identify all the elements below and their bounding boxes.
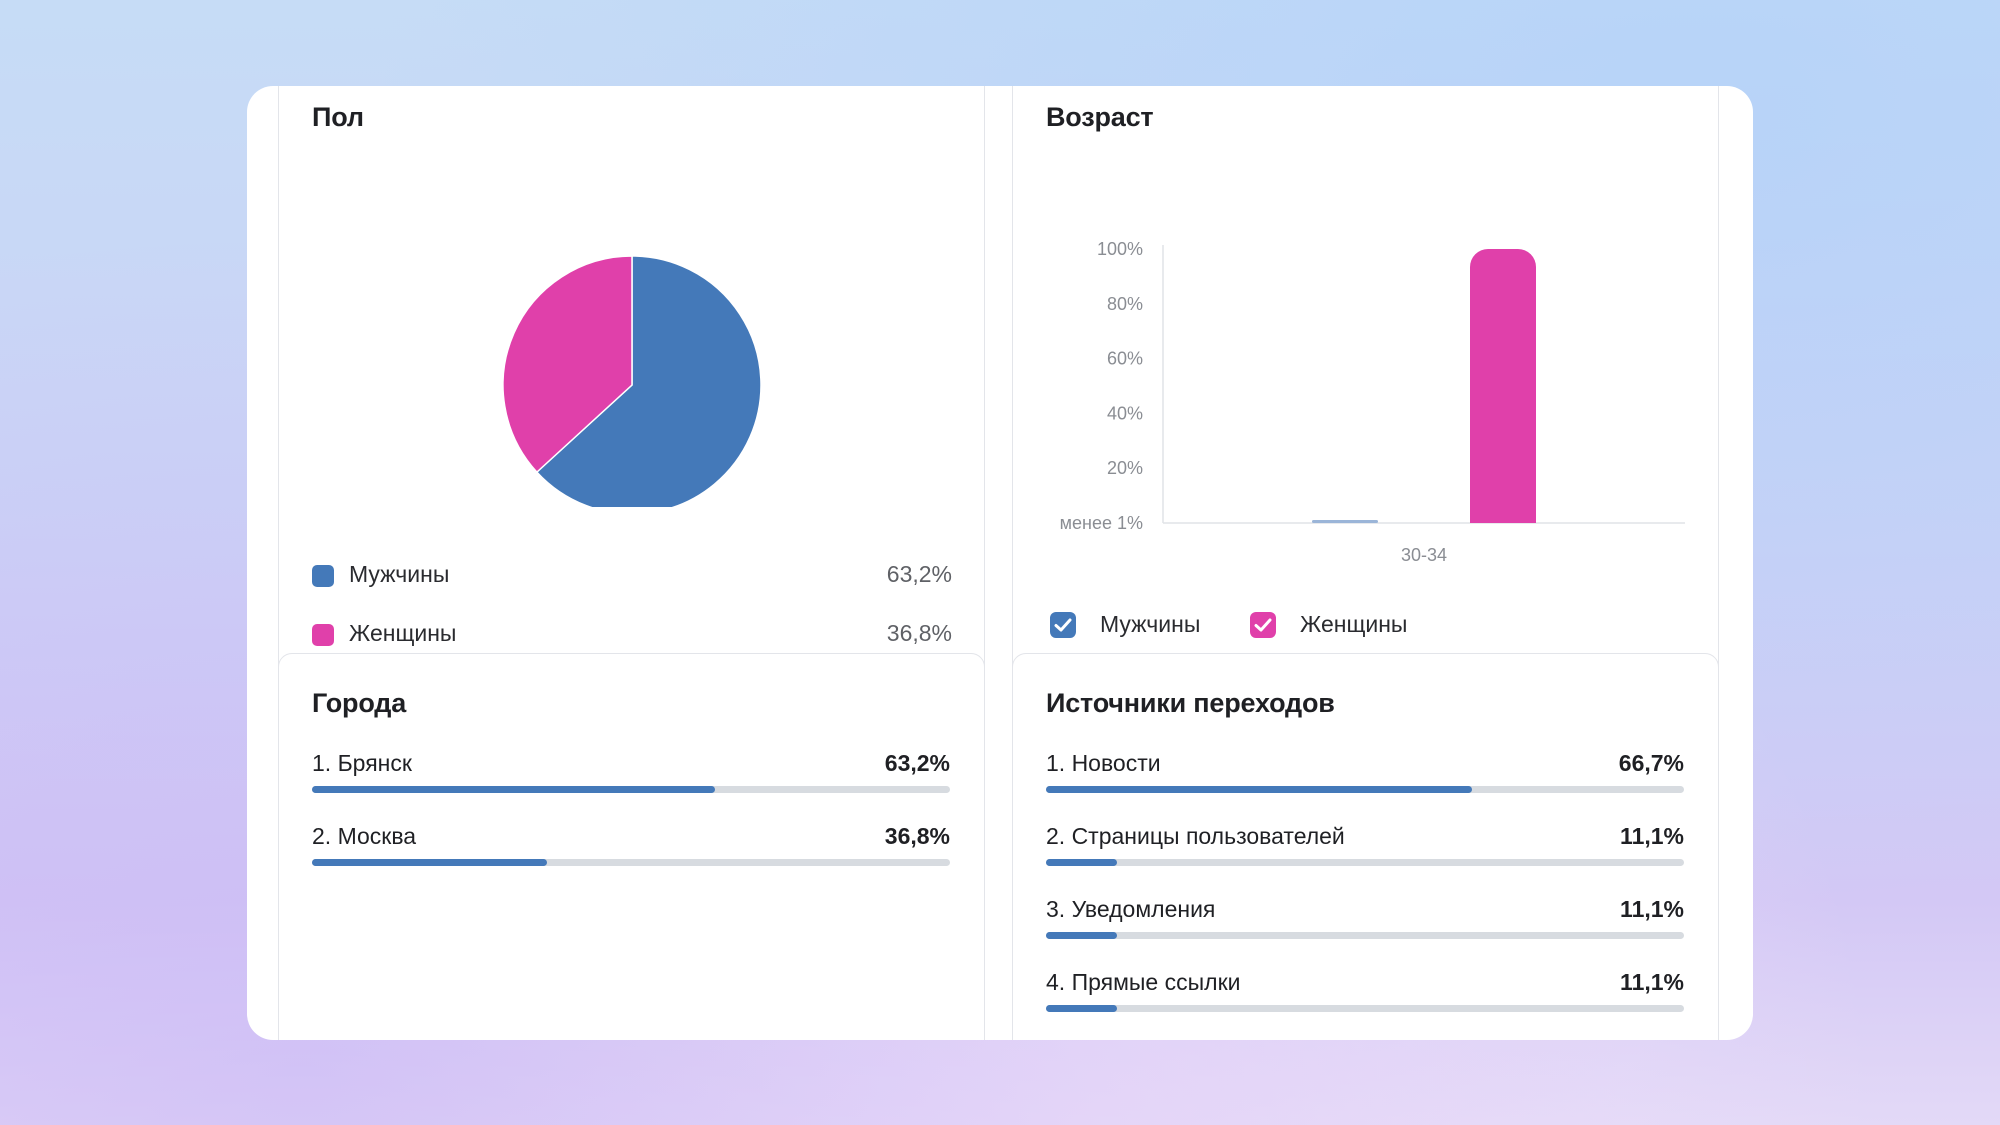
city-row: 2. Москва 36,8%	[312, 823, 950, 867]
source-row: 2. Страницы пользователей 11,1%	[1046, 823, 1684, 867]
gender-card: Пол Мужчины 63,2% Женщины 36,8%	[278, 86, 985, 698]
pie-slice-male	[535, 255, 762, 507]
gender-pie-chart	[502, 255, 762, 507]
stats-panel: Пол Мужчины 63,2% Женщины 36,8% Возраст …	[247, 86, 1753, 1040]
age-title: Возраст	[1046, 102, 1154, 132]
female-swatch	[312, 624, 334, 646]
bar-base-female	[1470, 503, 1536, 523]
progress-track	[1046, 932, 1684, 939]
city-value: 36,8%	[884, 823, 950, 849]
source-row: 1. Новости 66,7%	[1046, 750, 1684, 794]
sources-title: Источники переходов	[1046, 688, 1335, 718]
city-value: 63,2%	[884, 750, 950, 776]
source-value: 11,1%	[1620, 823, 1684, 849]
progress-fill	[1046, 786, 1472, 793]
y-tick-label: 80%	[1107, 294, 1143, 314]
bar-female[interactable]	[1470, 249, 1536, 523]
source-value: 66,7%	[1618, 750, 1684, 776]
gender-title: Пол	[312, 102, 364, 132]
age-card: Возраст менее 1% 20% 40% 60% 80% 100% 30-34 Му…	[1012, 86, 1719, 698]
source-value: 11,1%	[1620, 969, 1684, 995]
source-label: 1. Новости	[1046, 750, 1161, 776]
checkbox-male[interactable]	[1050, 612, 1076, 638]
checkbox-female[interactable]	[1250, 612, 1276, 638]
pie-slice-female	[502, 255, 633, 474]
cities-card: Города 1. Брянск 63,2% 2. Москва 36,8%	[278, 653, 985, 1040]
gender-legend-male: Мужчины 63,2%	[312, 561, 952, 591]
source-row: 3. Уведомления 11,1%	[1046, 896, 1684, 940]
source-label: 2. Страницы пользователей	[1046, 823, 1345, 849]
y-tick-label: 20%	[1107, 458, 1143, 478]
bar-male[interactable]	[1312, 520, 1378, 523]
y-tick-label: 100%	[1097, 239, 1143, 259]
male-swatch	[312, 565, 334, 587]
source-label: 4. Прямые ссылки	[1046, 969, 1241, 995]
gender-legend-female: Женщины 36,8%	[312, 620, 952, 650]
age-bar-chart: менее 1% 20% 40% 60% 80% 100% 30-34	[1060, 239, 1685, 565]
progress-track	[1046, 786, 1684, 793]
progress-track	[1046, 1005, 1684, 1012]
y-tick-label: 60%	[1107, 349, 1143, 369]
y-tick-label: 40%	[1107, 403, 1143, 423]
progress-fill	[312, 859, 547, 866]
legend-label-male: Мужчины	[349, 561, 450, 587]
source-row: 4. Прямые ссылки 11,1%	[1046, 969, 1684, 1013]
check-icon	[1054, 618, 1072, 632]
progress-fill	[1046, 932, 1117, 939]
y-tick-label: менее 1%	[1060, 513, 1143, 533]
check-icon	[1254, 618, 1272, 632]
x-tick-label: 30-34	[1401, 545, 1447, 565]
legend-value-female: 36,8%	[886, 620, 952, 646]
checkbox-label-female[interactable]: Женщины	[1300, 611, 1408, 637]
city-row: 1. Брянск 63,2%	[312, 750, 950, 794]
city-label: 2. Москва	[312, 823, 417, 849]
progress-fill	[1046, 1005, 1117, 1012]
legend-value-male: 63,2%	[886, 561, 952, 587]
progress-fill	[312, 786, 716, 793]
source-value: 11,1%	[1620, 896, 1684, 922]
city-label: 1. Брянск	[312, 750, 412, 776]
progress-track	[312, 786, 950, 793]
source-label: 3. Уведомления	[1046, 896, 1216, 922]
cities-title: Города	[312, 688, 407, 718]
progress-track	[1046, 859, 1684, 866]
progress-track	[312, 859, 950, 866]
sources-card: Источники переходов 1. Новости 66,7% 2. Ст…	[1012, 653, 1719, 1040]
checkbox-label-male[interactable]: Мужчины	[1100, 611, 1201, 637]
progress-fill	[1046, 859, 1117, 866]
legend-label-female: Женщины	[349, 620, 457, 646]
